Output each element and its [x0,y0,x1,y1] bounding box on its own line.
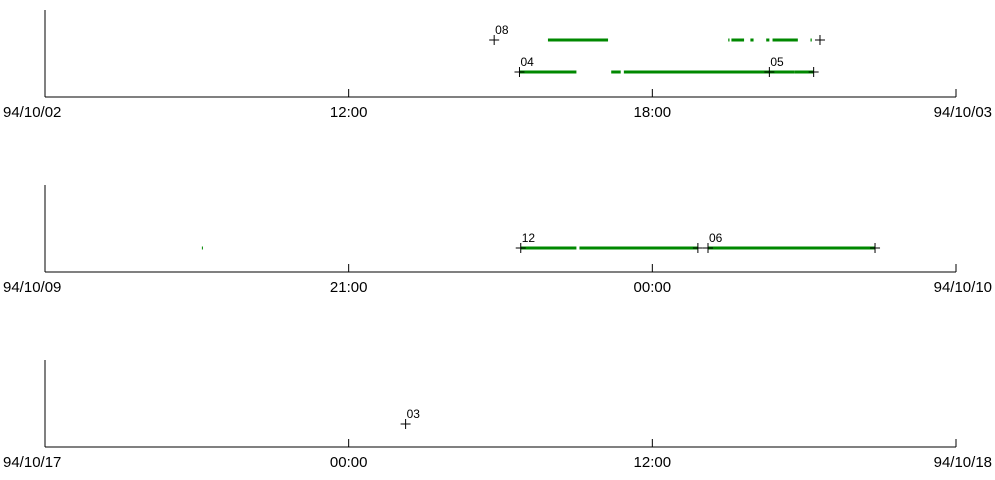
x-tick-label: 18:00 [634,104,672,121]
x-tick-label: 00:00 [330,454,368,471]
x-tick-label: 94/10/18 [934,454,992,471]
x-tick-label: 21:00 [330,279,368,296]
event-label: 06 [709,231,723,245]
event-label: 12 [522,231,536,245]
event-label: 04 [520,55,534,69]
event-label: 08 [495,23,509,37]
x-tick-label: 94/10/17 [3,454,61,471]
event-label: 05 [770,55,784,69]
x-tick-label: 94/10/09 [3,279,61,296]
x-tick-label: 94/10/02 [3,104,61,121]
x-tick-label: 94/10/03 [934,104,992,121]
x-tick-label: 94/10/10 [934,279,992,296]
event-label: 03 [407,407,421,421]
x-tick-label: 00:00 [634,279,672,296]
x-tick-label: 12:00 [330,104,368,121]
x-tick-label: 12:00 [634,454,672,471]
